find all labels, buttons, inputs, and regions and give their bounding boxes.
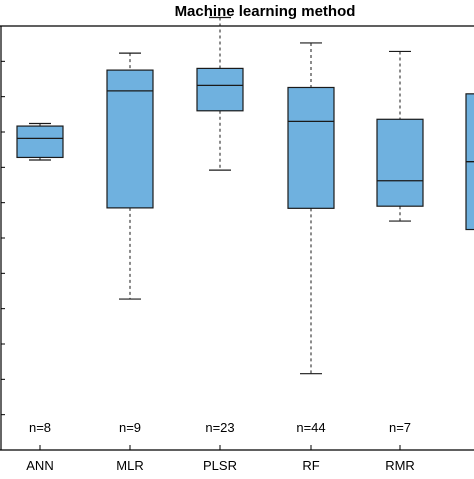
chart-title: Machine learning method bbox=[175, 3, 356, 20]
x-tick-label: PLSR bbox=[203, 458, 237, 473]
x-tick-label: RMR bbox=[385, 458, 415, 473]
x-tick-label: MLR bbox=[116, 458, 143, 473]
count-label: n=8 bbox=[29, 420, 51, 435]
box-ann bbox=[16, 125, 64, 159]
count-label: n=23 bbox=[205, 420, 234, 435]
x-tick-label: RF bbox=[302, 458, 319, 473]
box-mlr bbox=[106, 69, 154, 209]
count-label: n=44 bbox=[296, 420, 325, 435]
box-plsr bbox=[196, 67, 244, 112]
x-tick-label: ANN bbox=[26, 458, 53, 473]
count-label: n=9 bbox=[119, 420, 141, 435]
count-label: n=7 bbox=[389, 420, 411, 435]
plot-area: n=8 ANN n=9 MLR n=23 PLSR n=44 RF n=7 RMR bbox=[0, 16, 474, 473]
box-rf bbox=[287, 86, 335, 209]
box-rmr bbox=[376, 118, 424, 207]
